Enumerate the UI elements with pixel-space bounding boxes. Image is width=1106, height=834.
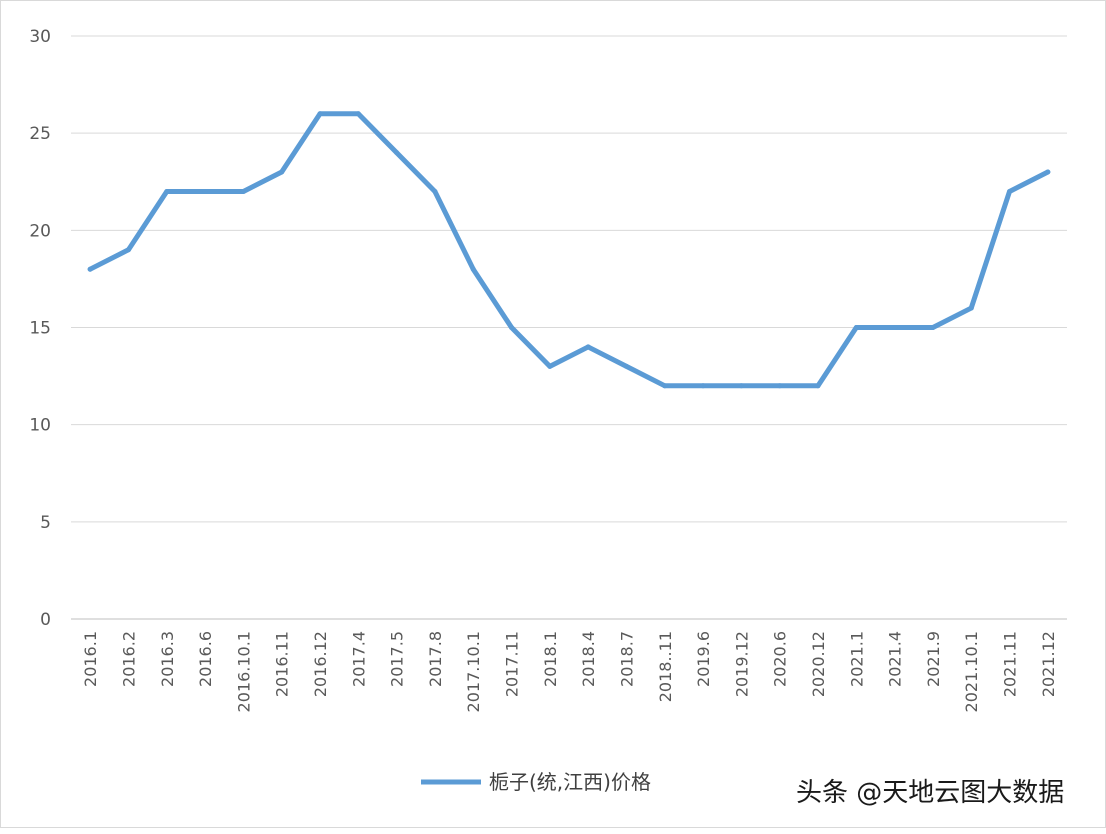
y-tick-label: 30 [29, 27, 51, 47]
x-tick-label: 2019.12 [732, 631, 751, 697]
x-tick-label: 2016.12 [311, 631, 330, 697]
x-tick-label: 2016.1 [81, 631, 100, 687]
y-tick-label: 10 [29, 416, 51, 436]
data-point [470, 266, 476, 272]
watermark-text: 头条 @天地云图大数据 [796, 778, 1064, 808]
data-point [125, 247, 131, 253]
series-line [87, 111, 1051, 389]
data-point [279, 169, 285, 175]
x-tick-label: 2018.4 [579, 631, 598, 687]
x-tick-label: 2018.1 [541, 631, 560, 687]
data-point [509, 325, 515, 330]
data-point [432, 188, 438, 194]
data-point [777, 383, 783, 389]
y-tick-label: 15 [29, 319, 51, 339]
x-tick-label: 2017.8 [426, 631, 445, 687]
x-tick-label: 2017.5 [388, 631, 407, 687]
x-tick-label: 2019.6 [694, 631, 713, 687]
x-tick-label: 2020.6 [771, 631, 790, 687]
y-tick-label: 20 [29, 221, 51, 241]
series-group [87, 111, 1051, 389]
x-tick-label: 2016.10.1 [234, 631, 253, 712]
x-tick-label: 2016.3 [158, 631, 177, 687]
data-point [240, 188, 246, 194]
x-tick-label: 2021.11 [1001, 631, 1020, 697]
data-point [930, 325, 936, 330]
data-point [317, 111, 323, 117]
legend: 栀子(统,江西)价格 [421, 770, 651, 794]
data-point [202, 188, 208, 194]
data-point [853, 325, 859, 330]
x-tick-label: 2020.12 [809, 631, 828, 697]
x-tick-label: 2017.11 [503, 631, 522, 697]
data-point [738, 383, 744, 389]
data-point [623, 363, 629, 369]
x-axis: 2016.1 2016.2 2016.3 2016.6 2016.10.1 2016.11… [81, 631, 1058, 712]
data-point [1007, 188, 1013, 194]
gridlines [71, 35, 1067, 620]
data-point [1045, 169, 1051, 175]
data-point [700, 383, 706, 389]
x-tick-label: 2016.6 [196, 631, 215, 687]
data-point [394, 150, 400, 156]
y-axis: 0 5 10 15 20 25 30 [29, 27, 51, 630]
x-tick-label: 2016.2 [119, 631, 138, 687]
x-tick-label: 2021.10.1 [962, 631, 981, 712]
data-point [355, 111, 361, 117]
x-tick-label: 2016.11 [273, 631, 292, 697]
y-tick-label: 5 [40, 513, 51, 533]
data-point [968, 305, 974, 311]
x-tick-label: 2021.9 [924, 631, 943, 687]
x-tick-label: 2021.12 [1039, 631, 1058, 697]
x-tick-label: 2017.10.1 [464, 631, 483, 712]
data-point [547, 363, 553, 369]
x-tick-label: 2021.1 [847, 631, 866, 687]
x-tick-label: 2021.4 [886, 631, 905, 687]
x-tick-label: 2017.4 [349, 631, 368, 687]
data-point [87, 266, 93, 272]
y-tick-label: 0 [40, 610, 51, 630]
data-point [585, 344, 591, 350]
x-tick-label: 2018..11 [656, 631, 675, 702]
data-point [815, 383, 821, 389]
x-tick-label: 2018.7 [617, 631, 636, 687]
legend-label: 栀子(统,江西)价格 [489, 770, 651, 794]
y-tick-label: 25 [29, 124, 51, 144]
data-point [662, 383, 668, 389]
data-point [892, 325, 898, 330]
data-point [164, 188, 170, 194]
